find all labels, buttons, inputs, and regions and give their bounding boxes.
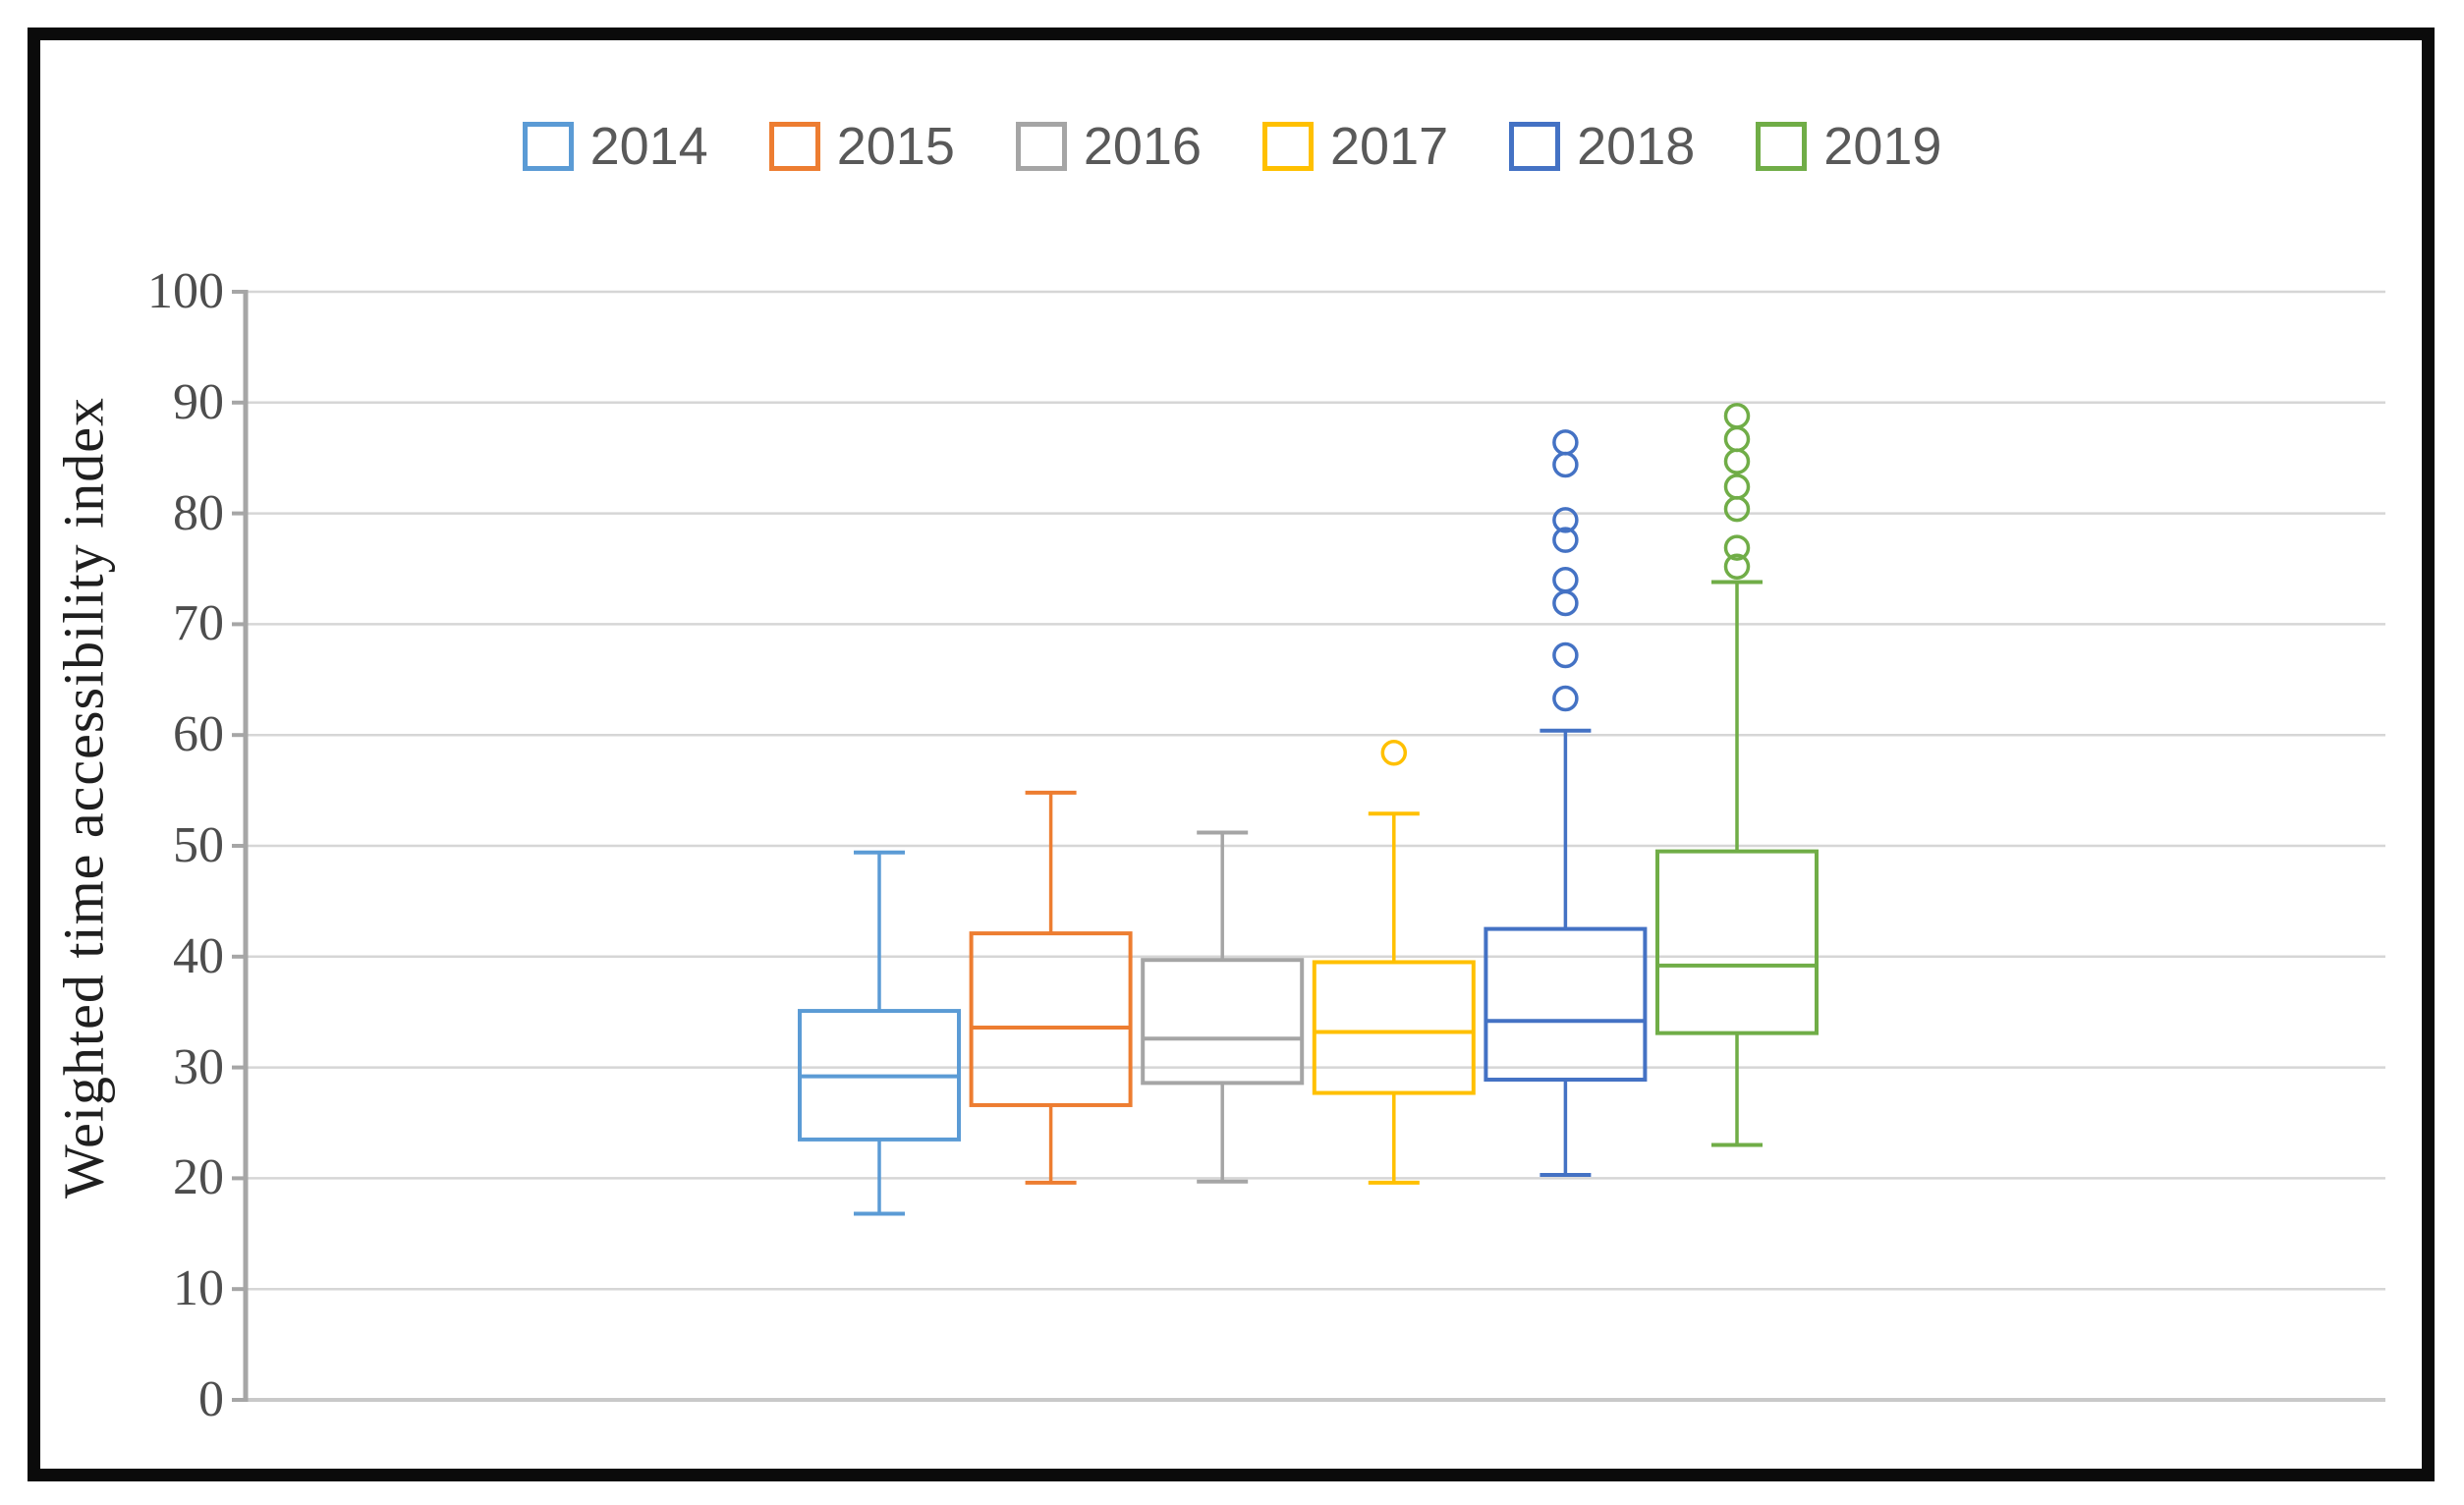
- outlier-point-2018: [1552, 641, 1579, 669]
- outlier-point-2017: [1380, 739, 1408, 766]
- outlier-point-2018: [1552, 451, 1579, 478]
- legend-label: 2016: [1083, 117, 1202, 176]
- figure-border: [28, 28, 2435, 1481]
- legend-swatch-icon: [1756, 122, 1808, 171]
- outlier-point-2018: [1552, 429, 1579, 456]
- outlier-point-2018: [1552, 567, 1579, 593]
- outlier-point-2018: [1552, 685, 1579, 712]
- legend-swatch-icon: [1509, 122, 1561, 171]
- outlier-point-2018: [1552, 507, 1579, 533]
- y-tick-label: 70: [173, 595, 224, 652]
- legend: 2014 2015 2016 2017 2018 2019: [0, 120, 2464, 173]
- box-2018: [1484, 926, 1648, 1083]
- legend-label: 2017: [1330, 117, 1449, 176]
- outlier-point-2018: [1552, 589, 1579, 617]
- box-2017: [1312, 960, 1476, 1095]
- legend-label: 2019: [1823, 117, 1942, 176]
- legend-item-2017: 2017: [1262, 120, 1448, 173]
- outlier-point-2018: [1552, 527, 1579, 553]
- legend-swatch-icon: [1015, 122, 1067, 171]
- outlier-point-2019: [1723, 534, 1751, 561]
- outlier-point-2019: [1723, 474, 1751, 500]
- legend-label: 2014: [589, 117, 708, 176]
- legend-label: 2018: [1577, 117, 1696, 176]
- y-tick-label: 100: [147, 263, 224, 319]
- y-tick-label: 60: [173, 706, 224, 763]
- y-tick-label: 80: [173, 484, 224, 541]
- y-tick-label: 90: [173, 373, 224, 430]
- box-2019: [1655, 849, 1819, 1035]
- box-2015: [969, 931, 1133, 1107]
- legend-item-2015: 2015: [768, 117, 955, 176]
- legend-swatch-icon: [1262, 122, 1314, 171]
- y-tick-label: 10: [173, 1260, 224, 1317]
- y-tick-label: 30: [173, 1038, 224, 1095]
- y-tick-label: 0: [198, 1371, 224, 1427]
- y-tick-label: 40: [173, 927, 224, 984]
- outlier-point-2019: [1723, 425, 1751, 453]
- legend-item-2014: 2014: [522, 117, 708, 176]
- legend-label: 2015: [836, 117, 955, 176]
- outlier-point-2019: [1723, 495, 1751, 523]
- legend-item-2019: 2019: [1756, 120, 1941, 173]
- y-tick-label: 20: [173, 1149, 224, 1206]
- y-tick-label: 50: [173, 817, 224, 873]
- outlier-point-2019: [1723, 553, 1751, 580]
- legend-item-2016: 2016: [1015, 117, 1202, 176]
- outlier-point-2019: [1723, 448, 1751, 474]
- legend-swatch-icon: [768, 122, 820, 171]
- box-2016: [1141, 958, 1305, 1086]
- legend-swatch-icon: [522, 122, 574, 171]
- outlier-point-2019: [1723, 403, 1751, 429]
- legend-item-2018: 2018: [1509, 120, 1695, 173]
